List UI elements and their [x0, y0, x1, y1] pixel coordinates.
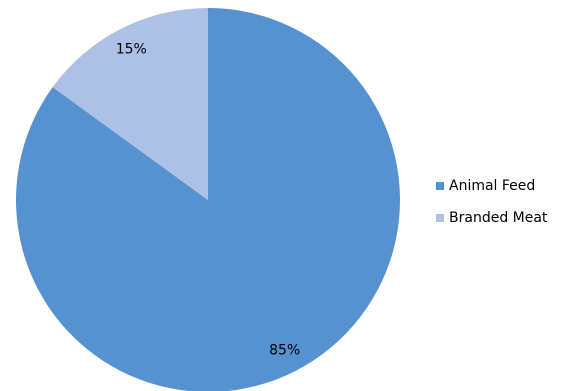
pie-slice-animal-feed — [16, 8, 400, 391]
data-label-branded-meat: 15% — [116, 41, 147, 57]
legend-item-animal-feed: Animal Feed — [436, 176, 547, 196]
legend-swatch-branded-meat — [436, 214, 444, 222]
legend-swatch-animal-feed — [436, 182, 444, 190]
pie-slice-branded-meat — [52, 8, 209, 200]
legend: Animal Feed Branded Meat — [436, 176, 547, 240]
legend-label-animal-feed: Animal Feed — [449, 178, 536, 194]
legend-item-branded-meat: Branded Meat — [436, 208, 547, 228]
data-label-animal-feed: 85% — [269, 343, 300, 359]
legend-label-branded-meat: Branded Meat — [449, 210, 548, 226]
